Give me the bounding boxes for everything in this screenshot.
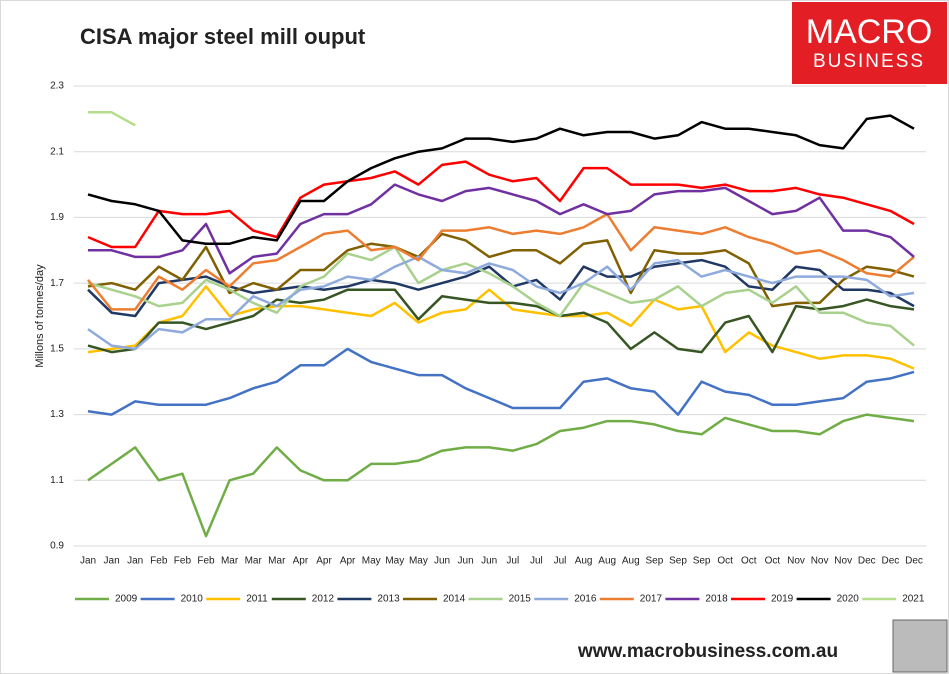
x-tick-label: Nov xyxy=(787,556,805,567)
logo-text: BUSINESS xyxy=(813,51,925,72)
x-tick-label: Aug xyxy=(575,556,593,567)
x-tick-label: Aug xyxy=(622,556,640,567)
y-tick-label: 2.1 xyxy=(50,146,64,157)
x-tick-label: Apr xyxy=(293,556,309,567)
y-tick-label: 1.1 xyxy=(50,475,64,486)
x-tick-label: Mar xyxy=(268,556,286,567)
x-tick-label: Nov xyxy=(834,556,852,567)
x-tick-label: Jun xyxy=(481,556,497,567)
legend-label: 2021 xyxy=(902,594,925,605)
x-tick-label: Aug xyxy=(598,556,616,567)
legend-label: 2020 xyxy=(837,594,860,605)
legend-label: 2011 xyxy=(246,594,268,605)
x-tick-label: Jul xyxy=(530,556,543,567)
series-line xyxy=(88,183,915,275)
series-line xyxy=(87,288,915,354)
x-tick-label: May xyxy=(362,556,381,567)
x-tick-label: Dec xyxy=(882,556,900,567)
chart-title: CISA major steel mill ouput xyxy=(80,24,366,49)
x-tick-label: Feb xyxy=(197,556,215,567)
x-tick-label: Oct xyxy=(765,556,781,567)
y-tick-label: 1.5 xyxy=(50,343,64,354)
y-tick-label: 1.9 xyxy=(50,212,64,223)
x-tick-label: Sep xyxy=(669,556,687,567)
x-tick-label: Jul xyxy=(506,556,519,567)
x-tick-label: May xyxy=(409,556,428,567)
x-tick-label: Dec xyxy=(858,556,876,567)
legend-label: 2010 xyxy=(181,594,204,605)
x-tick-label: Feb xyxy=(174,556,192,567)
legend-label: 2012 xyxy=(312,594,335,605)
series-line xyxy=(87,232,915,308)
series-line xyxy=(87,245,915,347)
series-line xyxy=(87,413,915,538)
x-tick-label: Nov xyxy=(811,556,829,567)
legend-label: 2019 xyxy=(771,594,794,605)
footer-url: www.macrobusiness.com.au xyxy=(577,641,838,662)
legend-label: 2013 xyxy=(377,594,400,605)
y-tick-label: 1.3 xyxy=(50,409,64,420)
series-line xyxy=(88,111,136,127)
x-tick-label: Sep xyxy=(693,556,711,567)
x-tick-label: May xyxy=(385,556,404,567)
x-tick-label: Mar xyxy=(245,556,263,567)
y-tick-label: 2.3 xyxy=(50,81,64,92)
x-tick-label: Oct xyxy=(741,556,757,567)
x-tick-label: Jul xyxy=(554,556,567,567)
y-tick-label: 0.9 xyxy=(50,541,64,552)
x-tick-label: Apr xyxy=(316,556,332,567)
series-line xyxy=(87,114,915,245)
x-tick-label: Feb xyxy=(150,556,168,567)
legend-label: 2015 xyxy=(509,594,532,605)
x-tick-label: Jan xyxy=(104,556,120,567)
x-tick-label: Jun xyxy=(458,556,474,567)
x-tick-label: Oct xyxy=(717,556,733,567)
legend-label: 2009 xyxy=(115,594,138,605)
y-axis-label: Millons of tonnes/day xyxy=(34,264,46,368)
series-line xyxy=(87,160,915,249)
logo-box xyxy=(792,2,947,84)
logo-text: MACRO xyxy=(806,13,933,51)
x-tick-label: Jan xyxy=(80,556,96,567)
series-line xyxy=(87,212,915,311)
y-tick-label: 1.7 xyxy=(50,278,64,289)
wolf-icon xyxy=(892,619,948,673)
x-tick-label: Sep xyxy=(646,556,664,567)
legend-label: 2014 xyxy=(443,594,466,605)
x-tick-label: Jan xyxy=(127,556,143,567)
x-tick-label: Dec xyxy=(905,556,923,567)
series-line xyxy=(87,347,915,416)
legend-label: 2017 xyxy=(640,594,663,605)
x-tick-label: Jun xyxy=(434,556,450,567)
series-line xyxy=(87,255,915,351)
legend-label: 2016 xyxy=(574,594,597,605)
x-tick-label: Apr xyxy=(340,556,356,567)
x-tick-label: Mar xyxy=(221,556,239,567)
legend-label: 2018 xyxy=(705,594,728,605)
